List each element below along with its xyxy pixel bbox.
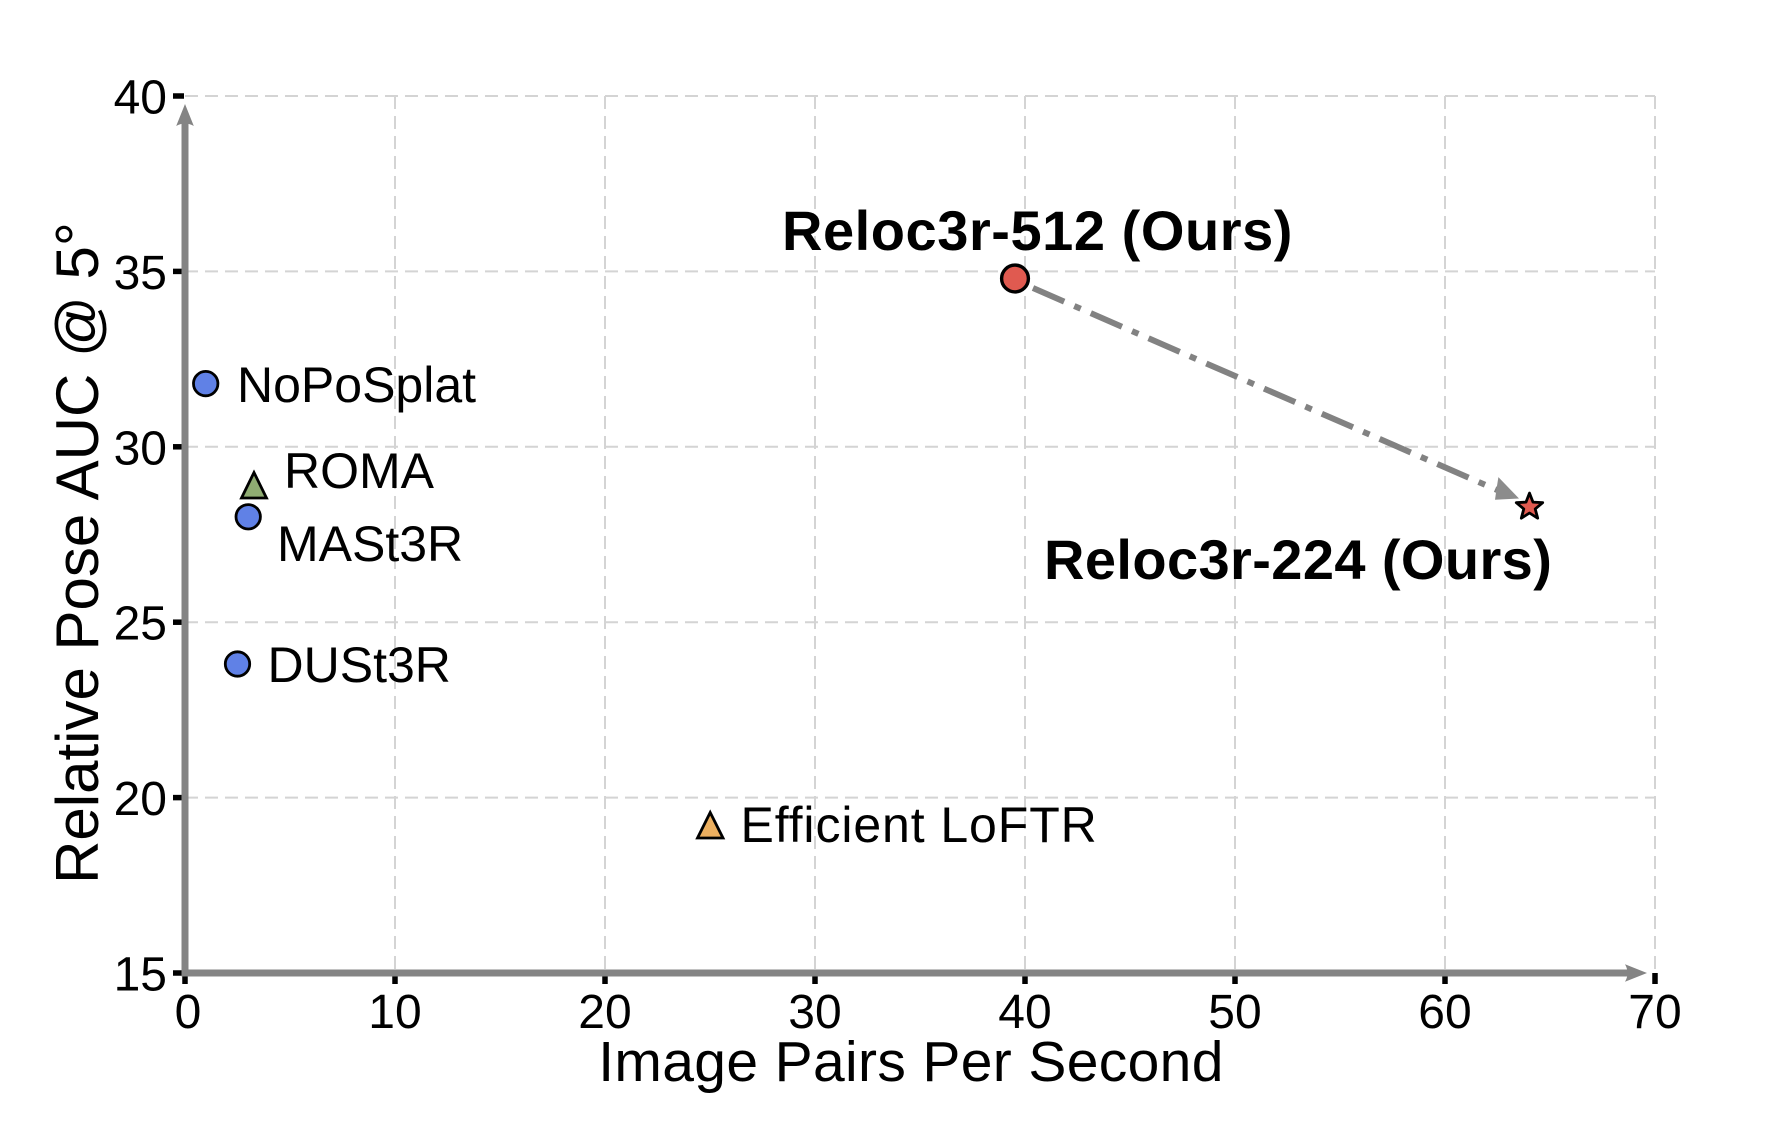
svg-text:50: 50	[1208, 986, 1261, 1039]
svg-text:ROMA: ROMA	[284, 443, 435, 499]
svg-text:30: 30	[114, 422, 167, 475]
svg-text:20: 20	[578, 986, 631, 1039]
svg-text:0: 0	[175, 986, 202, 1039]
svg-text:Reloc3r-224 (Ours): Reloc3r-224 (Ours)	[1044, 528, 1552, 591]
svg-text:MASt3R: MASt3R	[277, 516, 463, 572]
svg-text:NoPoSplat: NoPoSplat	[237, 357, 476, 413]
svg-text:Image Pairs Per Second: Image Pairs Per Second	[598, 1030, 1224, 1094]
svg-text:20: 20	[114, 773, 167, 826]
svg-text:35: 35	[114, 247, 167, 300]
svg-text:Reloc3r-512 (Ours): Reloc3r-512 (Ours)	[782, 199, 1293, 262]
svg-text:10: 10	[368, 986, 421, 1039]
svg-text:40: 40	[114, 72, 167, 125]
svg-text:15: 15	[114, 949, 167, 1002]
svg-text:40: 40	[998, 986, 1051, 1039]
svg-text:Relative Pose AUC @ 5°: Relative Pose AUC @ 5°	[44, 222, 111, 884]
svg-text:60: 60	[1418, 986, 1471, 1039]
svg-text:30: 30	[788, 986, 841, 1039]
svg-text:DUSt3R: DUSt3R	[268, 637, 451, 693]
svg-text:70: 70	[1628, 986, 1681, 1039]
svg-text:Efficient LoFTR: Efficient LoFTR	[741, 797, 1098, 853]
svg-text:25: 25	[114, 598, 167, 651]
